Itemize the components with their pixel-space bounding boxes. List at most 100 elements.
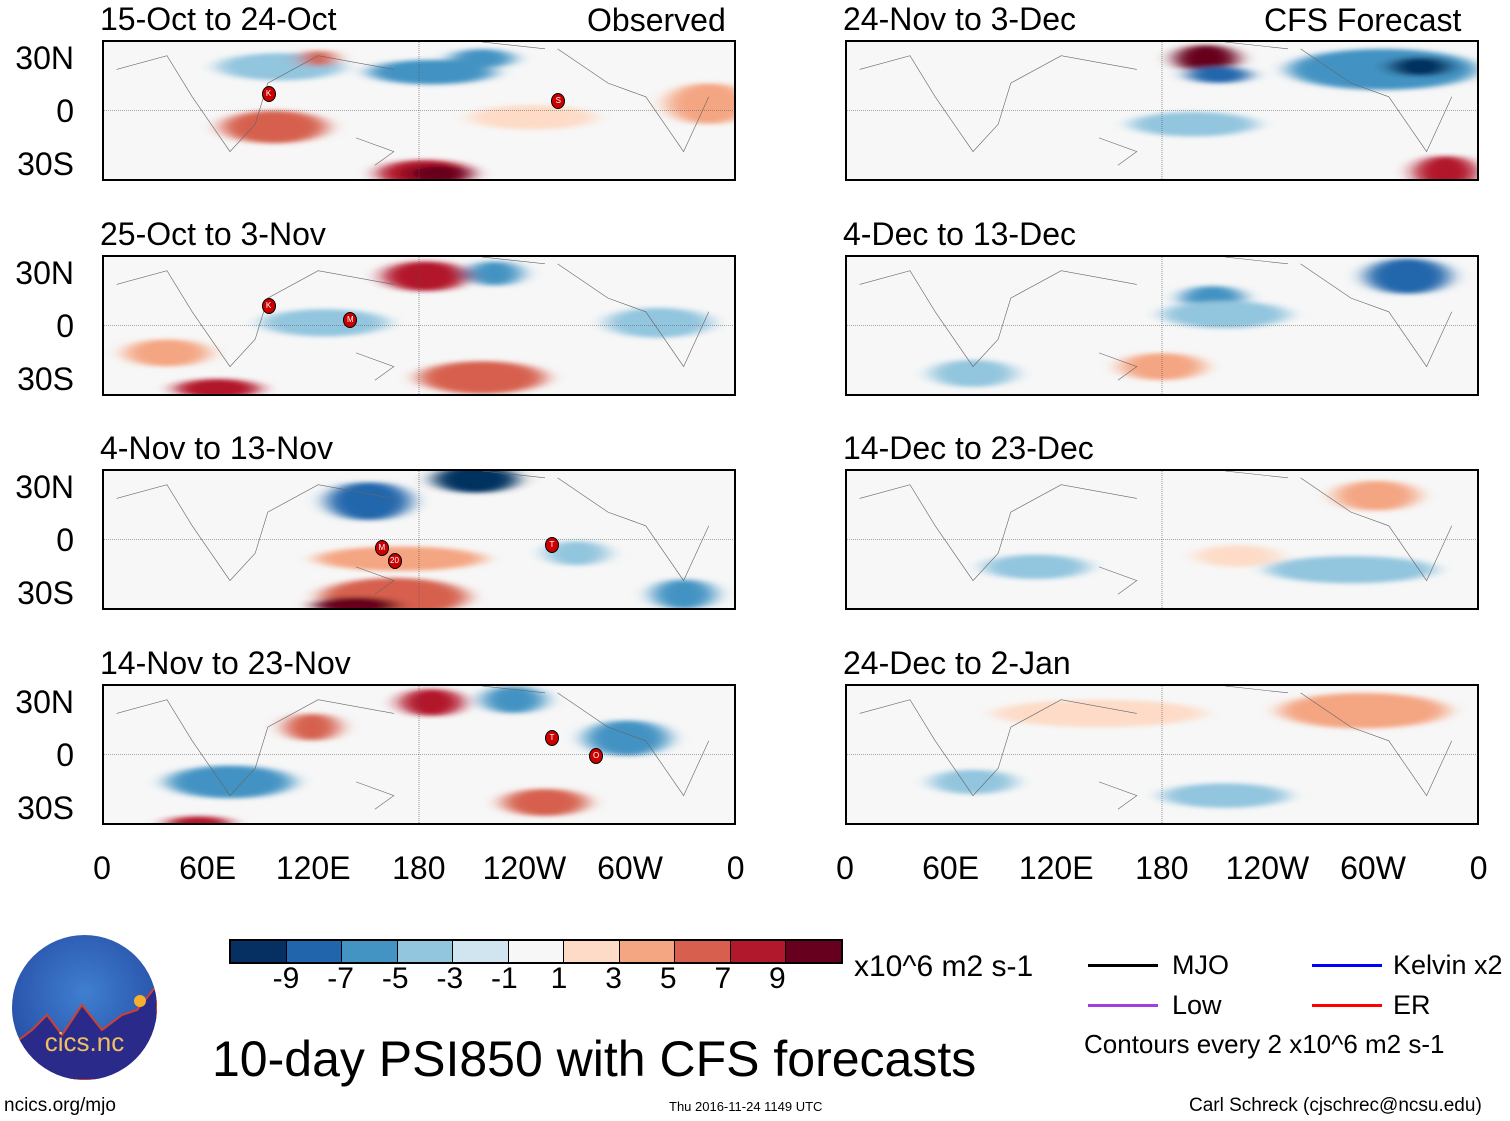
psi850-map-panel: [845, 40, 1479, 181]
latitude-label: 30S: [17, 146, 74, 182]
coastlines: [860, 471, 1452, 594]
coastlines: [117, 257, 709, 380]
panel-title: 25-Oct to 3-Nov: [100, 216, 326, 252]
anomaly-shading: [125, 339, 209, 367]
latitude-label: 0: [56, 737, 74, 773]
colorbar: [229, 939, 843, 964]
anomaly-shading: [433, 471, 518, 493]
anomaly-shading: [1388, 57, 1452, 77]
latitude-label: 30S: [17, 790, 74, 826]
longitude-label: 60W: [597, 850, 663, 886]
colorbar-swatch: [286, 941, 342, 962]
colorbar-swatch: [508, 941, 564, 962]
latitude-label: 30N: [15, 684, 74, 720]
logo-text: cics.nc: [44, 1027, 125, 1057]
contours-note: Contours every 2 x10^6 m2 s-1: [1084, 1029, 1445, 1059]
colorbar-swatch: [564, 941, 620, 962]
tropical-cyclone-marker: M: [343, 311, 358, 328]
colorbar-units: x10^6 m2 s-1: [854, 950, 1034, 983]
anomaly-shading: [1174, 44, 1238, 73]
footer-author: Carl Schreck (cjschrec@ncsu.edu): [1189, 1095, 1482, 1116]
anomaly-shading: [1414, 155, 1477, 179]
longitude-label: 120W: [1225, 850, 1310, 886]
latitude-label: 30N: [15, 469, 74, 505]
longitude-label: 0: [1469, 850, 1488, 886]
anomaly-shading: [221, 110, 327, 144]
legend-low-label: Low: [1172, 990, 1222, 1020]
anomaly-shading: [284, 713, 340, 741]
longitude-label: 120E: [275, 850, 351, 886]
anomaly-shading: [1334, 480, 1419, 511]
longitude-label: 60E: [179, 850, 237, 886]
anomaly-shading: [1267, 555, 1435, 584]
colorbar-label: 9: [769, 962, 786, 995]
panel-title: 24-Dec to 2-Jan: [843, 645, 1071, 681]
tropical-cyclone-marker: K: [261, 85, 276, 102]
anomaly-shading: [406, 165, 470, 179]
latitude-label: 30N: [15, 255, 74, 291]
tropical-cyclone-marker: O: [589, 747, 604, 764]
legend-kelvin-line: [1312, 964, 1382, 967]
legend-kelvin-label: Kelvin x2: [1393, 950, 1503, 980]
panel-title: 14-Nov to 23-Nov: [100, 645, 351, 681]
colorbar-swatch: [786, 941, 841, 962]
longitude-label: 180: [1135, 850, 1189, 886]
anomaly-shading: [469, 105, 596, 130]
anomaly-shading: [545, 540, 608, 566]
latitude-label: 30S: [17, 361, 74, 397]
anomaly-shading: [584, 720, 669, 756]
anomaly-shading: [931, 769, 1015, 795]
legend-mjo-line: [1088, 964, 1158, 967]
mountain-icon: [12, 983, 157, 1080]
main-title: 10-day PSI850 with CFS forecasts: [212, 1031, 977, 1087]
colorbar-swatch: [675, 941, 731, 962]
longitude-label: 180: [392, 850, 446, 886]
colorbar-swatch: [397, 941, 453, 962]
anomaly-shading: [261, 309, 388, 337]
anomaly-shading: [983, 554, 1089, 580]
anomaly-shading: [167, 765, 293, 799]
footer-url[interactable]: ncics.org/mjo: [4, 1095, 116, 1116]
longitude-label: 60E: [922, 850, 980, 886]
psi850-map-panel: [845, 469, 1479, 610]
anomaly-shading: [1187, 66, 1251, 84]
latitude-label: 0: [56, 308, 74, 344]
anomaly-shading: [1195, 544, 1280, 567]
psi850-map-panel: [845, 684, 1479, 825]
colorbar-label: 1: [550, 962, 568, 995]
anomaly-shading: [1365, 258, 1450, 294]
coastlines: [860, 42, 1452, 165]
coastlines: [117, 42, 709, 165]
anomaly-shading: [1162, 783, 1288, 808]
forecast-header: CFS Forecast: [1264, 2, 1462, 38]
colorbar-label: 3: [605, 962, 622, 995]
anomaly-shading: [931, 359, 1015, 388]
colorbar-label: -1: [491, 962, 518, 995]
longitude-label: 0: [836, 850, 854, 886]
anomaly-shading: [450, 48, 514, 69]
latitude-label: 0: [56, 522, 74, 558]
colorbar-label: -9: [272, 962, 300, 995]
anomaly-shading: [1130, 111, 1257, 137]
colorbar-label: -3: [436, 962, 464, 995]
coastlines: [117, 686, 709, 809]
legend-er-line: [1312, 1004, 1382, 1007]
longitude-label: 60W: [1340, 850, 1406, 886]
legend-low-line: [1088, 1004, 1158, 1007]
tropical-cyclone-marker: K: [261, 298, 276, 315]
colorbar-label: -5: [381, 962, 409, 995]
longitude-label: 0: [93, 850, 111, 886]
observed-header: Observed: [587, 2, 726, 38]
colorbar-swatch: [453, 941, 509, 962]
coastlines: [860, 686, 1452, 809]
latitude-label: 0: [56, 93, 74, 129]
colorbar-label: 5: [659, 962, 677, 995]
colorbar-swatch: [231, 941, 287, 962]
anomaly-shading: [175, 378, 260, 394]
anomaly-shading: [301, 50, 335, 67]
anomaly-shading: [419, 361, 545, 394]
cics-logo: cics.nc: [12, 935, 157, 1080]
colorbar-swatch: [619, 941, 675, 962]
